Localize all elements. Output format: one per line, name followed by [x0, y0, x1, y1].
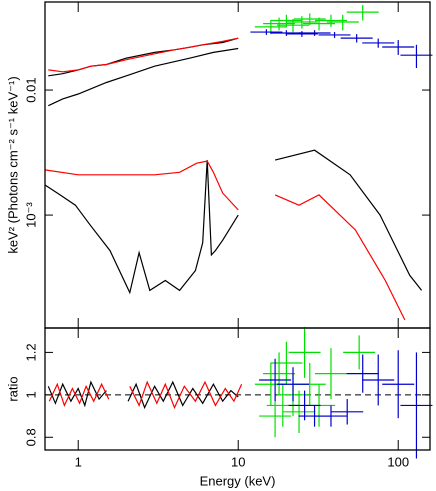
series-line — [274, 194, 406, 321]
series-line — [48, 380, 243, 410]
error-cross — [340, 34, 373, 43]
series-line — [44, 160, 239, 211]
error-cross — [318, 32, 351, 38]
error-cross — [259, 358, 292, 402]
y-tick-label: 0.01 — [23, 77, 38, 102]
error-cross — [400, 44, 433, 69]
error-cross — [259, 394, 292, 438]
error-cross — [263, 17, 296, 31]
y-tick-label: 0.8 — [23, 428, 38, 446]
error-cross — [298, 30, 331, 36]
error-cross — [343, 335, 376, 370]
x-tick-label: 10 — [231, 454, 245, 469]
series-line — [48, 37, 239, 73]
x-tick-label: 100 — [387, 454, 409, 469]
series-line — [48, 47, 239, 107]
error-cross — [346, 4, 379, 21]
error-cross — [250, 29, 283, 35]
series-line — [47, 380, 239, 410]
error-cross — [362, 38, 395, 48]
plot-frame — [44, 1, 431, 329]
error-cross — [314, 348, 347, 400]
y-tick-label: 1 — [23, 391, 38, 398]
plot-frame — [44, 327, 431, 451]
error-cross — [285, 16, 318, 29]
x-axis-label: Energy (keV) — [200, 473, 276, 488]
series-line — [44, 160, 239, 295]
x-tick-label: 1 — [75, 454, 82, 469]
error-cross — [314, 14, 347, 27]
series-line — [274, 149, 423, 291]
error-cross — [277, 367, 310, 402]
y-tick-label: 10⁻³ — [23, 202, 38, 228]
error-cross — [288, 390, 321, 421]
error-cross — [382, 40, 415, 55]
error-cross — [331, 399, 364, 425]
error-cross — [277, 18, 310, 33]
error-cross — [285, 31, 318, 37]
y-tick-label: 1.2 — [23, 343, 38, 361]
error-cross — [362, 354, 395, 406]
error-cross — [314, 405, 347, 427]
error-cross — [270, 30, 303, 36]
error-cross — [326, 14, 359, 31]
error-cross — [270, 341, 303, 385]
y-axis-label: keV² (Photons cm⁻² s⁻¹ keV⁻¹) — [5, 76, 20, 253]
error-cross — [263, 352, 296, 395]
error-cross — [382, 350, 415, 419]
error-cross — [303, 17, 336, 31]
error-cross — [288, 326, 321, 378]
error-cross — [346, 354, 379, 393]
y-axis-label: ratio — [5, 376, 20, 401]
error-cross — [400, 352, 433, 459]
error-cross — [283, 390, 316, 434]
